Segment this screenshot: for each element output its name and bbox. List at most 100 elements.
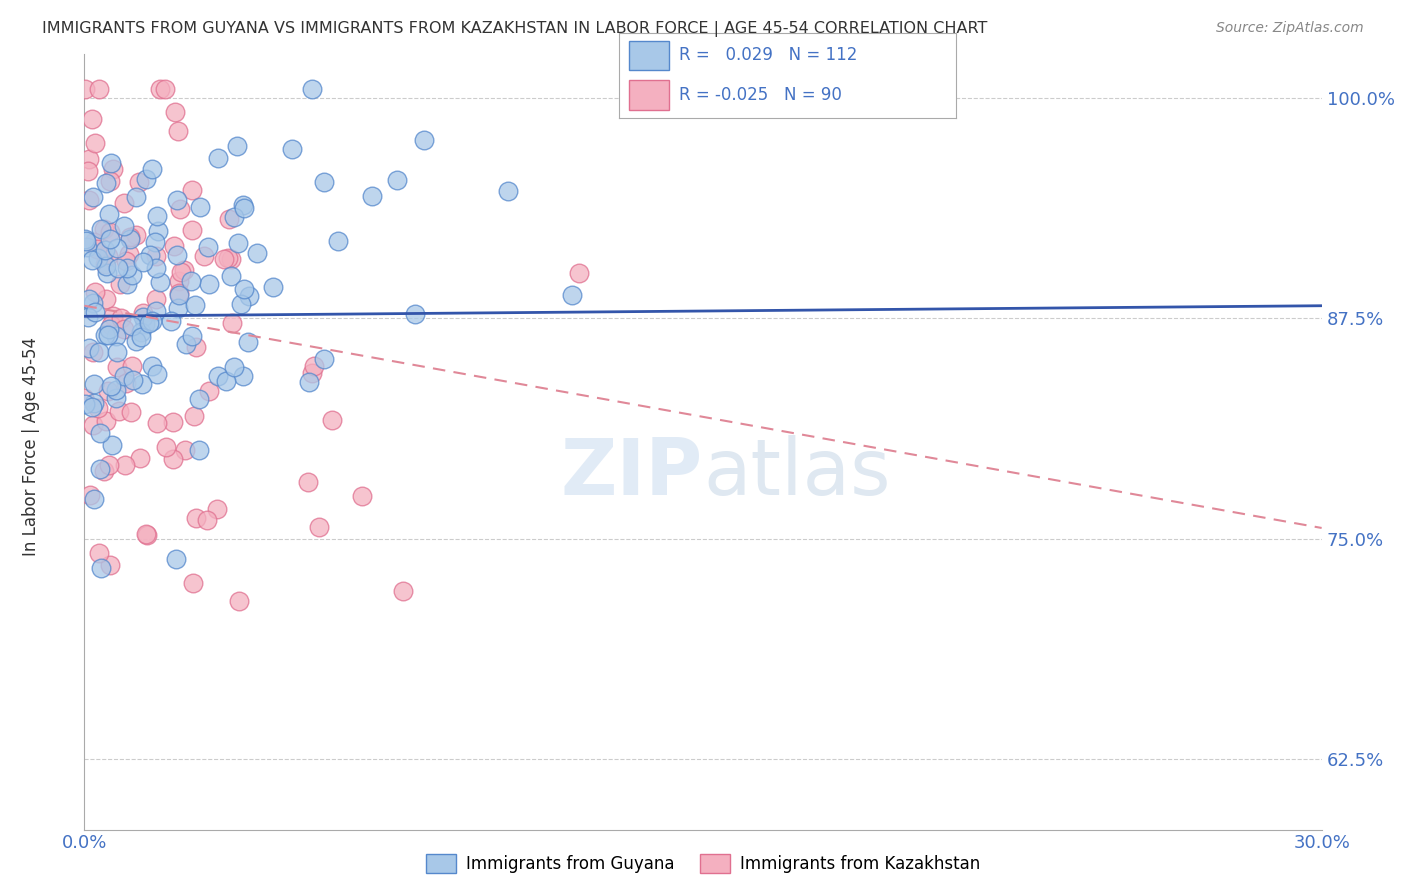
Point xyxy=(86,242,108,256)
Point xyxy=(197,240,219,254)
Point xyxy=(105,360,128,375)
Point xyxy=(173,263,195,277)
Point xyxy=(112,368,135,383)
Point xyxy=(83,491,105,506)
Point xyxy=(82,418,104,433)
Text: ZIP: ZIP xyxy=(561,434,703,510)
Point xyxy=(145,293,167,307)
Point xyxy=(73,397,96,411)
Bar xyxy=(628,80,669,110)
Point xyxy=(361,189,384,203)
Point xyxy=(232,198,254,212)
Point xyxy=(94,243,117,257)
Point xyxy=(94,293,117,307)
Point xyxy=(198,384,221,398)
Point xyxy=(77,310,100,325)
Bar xyxy=(628,41,669,70)
Point xyxy=(215,374,238,388)
Point xyxy=(105,329,128,343)
Point xyxy=(155,82,177,96)
Point xyxy=(149,275,172,289)
Point xyxy=(97,322,120,336)
Point xyxy=(122,373,145,387)
Point xyxy=(145,367,167,381)
Point xyxy=(101,438,124,452)
Point xyxy=(207,151,229,165)
Point xyxy=(100,156,122,170)
Point xyxy=(89,546,111,560)
Point xyxy=(105,241,128,255)
Point xyxy=(82,190,104,204)
Text: R =   0.029   N = 112: R = 0.029 N = 112 xyxy=(679,46,858,64)
Point xyxy=(135,172,157,186)
Point xyxy=(167,124,190,138)
Point xyxy=(304,359,326,373)
Point xyxy=(187,392,209,406)
Point xyxy=(90,222,112,236)
Point xyxy=(112,196,135,211)
Point xyxy=(145,303,167,318)
Point xyxy=(89,560,111,574)
Point xyxy=(212,252,235,267)
Point xyxy=(226,236,249,251)
Point xyxy=(93,465,115,479)
Point xyxy=(162,451,184,466)
Point xyxy=(221,316,243,330)
Point xyxy=(114,376,136,391)
Point xyxy=(121,318,143,333)
Point xyxy=(125,228,148,243)
Point xyxy=(97,384,120,398)
Point xyxy=(97,207,120,221)
Point xyxy=(167,274,190,288)
Point xyxy=(120,404,142,418)
Point xyxy=(114,458,136,472)
Point xyxy=(188,443,211,458)
Point xyxy=(98,226,121,240)
Point xyxy=(87,401,110,415)
Point xyxy=(77,193,100,207)
Point xyxy=(180,183,202,197)
Point xyxy=(80,401,103,415)
Point xyxy=(233,201,256,215)
Point xyxy=(98,232,121,246)
Point xyxy=(561,288,583,302)
Point xyxy=(205,501,228,516)
Point xyxy=(108,277,131,291)
Point xyxy=(413,133,436,147)
Point xyxy=(193,249,215,263)
Point xyxy=(198,277,221,291)
Point xyxy=(138,316,160,330)
Point xyxy=(93,222,115,236)
Point xyxy=(75,82,97,96)
Point xyxy=(314,175,336,189)
Point xyxy=(169,285,191,300)
Point xyxy=(75,234,97,248)
Point xyxy=(232,368,254,383)
Point xyxy=(76,239,98,253)
Point xyxy=(134,317,156,331)
Point xyxy=(321,413,343,427)
Point xyxy=(89,425,111,440)
Point xyxy=(115,254,138,268)
Point xyxy=(131,325,153,339)
Point xyxy=(165,552,187,566)
Point xyxy=(224,211,246,225)
Text: Source: ZipAtlas.com: Source: ZipAtlas.com xyxy=(1216,21,1364,35)
Point xyxy=(104,391,127,405)
Point xyxy=(89,345,111,359)
Point xyxy=(84,136,107,150)
Point xyxy=(129,450,152,465)
Point xyxy=(110,310,132,325)
Point xyxy=(132,310,155,324)
Point xyxy=(87,82,110,96)
Point xyxy=(297,475,319,489)
Point xyxy=(73,392,96,406)
Point xyxy=(281,142,304,156)
Point xyxy=(219,252,242,266)
Point xyxy=(183,409,205,423)
Text: IMMIGRANTS FROM GUYANA VS IMMIGRANTS FROM KAZAKHSTAN IN LABOR FORCE | AGE 45-54 : IMMIGRANTS FROM GUYANA VS IMMIGRANTS FRO… xyxy=(42,21,987,37)
Point xyxy=(83,376,105,391)
Point xyxy=(352,489,374,503)
Point xyxy=(217,252,239,266)
Text: In Labor Force | Age 45-54: In Labor Force | Age 45-54 xyxy=(22,336,39,556)
